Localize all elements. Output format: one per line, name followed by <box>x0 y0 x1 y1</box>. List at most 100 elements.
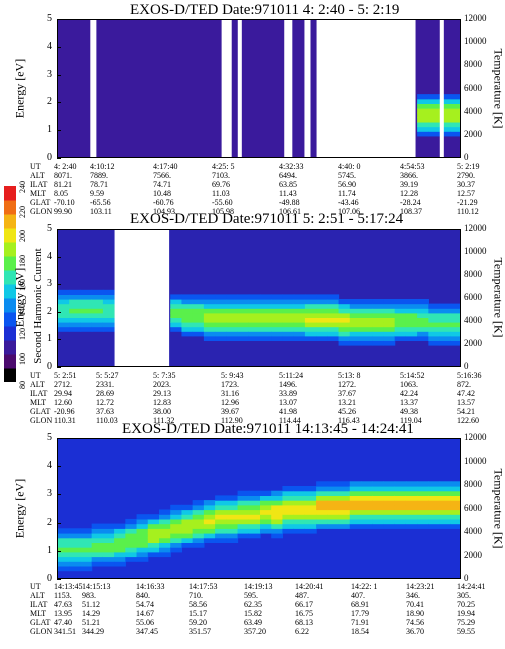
y-axis-label-left: Energy [eV] <box>12 267 27 328</box>
spectrogram-cell <box>181 312 194 318</box>
spectrogram-cell <box>327 523 340 529</box>
spectrogram-cell <box>226 312 239 318</box>
spectrogram-cell <box>383 490 396 496</box>
spectrogram-cell <box>439 317 452 323</box>
spectrogram-cell <box>304 514 317 520</box>
spectrogram-cell <box>439 486 452 492</box>
y-tick-label-right: 10000 <box>464 455 487 466</box>
ephemeris-value: 105.98 <box>212 207 234 216</box>
ephemeris-value: 106.61 <box>279 207 301 216</box>
spectrogram-cell <box>170 308 183 314</box>
spectrogram-cell <box>327 490 340 496</box>
spectrogram-cell <box>203 303 216 309</box>
spectrogram-plot <box>57 229 461 367</box>
spectrogram-cell <box>237 308 250 314</box>
ephemeris-value: 68.91 <box>351 600 369 609</box>
spectrogram-cell <box>439 98 452 104</box>
spectrogram-cell <box>260 495 272 501</box>
spectrogram-cell <box>125 547 138 553</box>
y-tick-mark <box>57 494 61 496</box>
spectrogram-cell <box>260 504 272 511</box>
spectrogram-cell <box>237 326 250 332</box>
spectrogram-cell <box>58 565 70 572</box>
spectrogram-cell <box>349 481 362 487</box>
ephemeris-value: 36.70 <box>406 627 424 636</box>
colorbar-swatch <box>4 228 16 243</box>
spectrogram-cell <box>181 331 194 337</box>
y-tick-label-right: 8000 <box>464 59 482 70</box>
spectrogram-cell <box>91 317 104 323</box>
y-axis-label-right: Temperature [K] <box>491 47 505 129</box>
spectrogram-svg <box>58 230 460 366</box>
spectrogram-cell <box>439 303 452 309</box>
ephemeris-value: 4:54:53 <box>400 162 425 171</box>
spectrogram-cell <box>361 518 373 525</box>
spectrogram-cell <box>394 308 407 314</box>
spectrogram-cell <box>80 312 93 318</box>
spectrogram-cell <box>327 312 340 318</box>
spectrogram-cell <box>450 486 460 492</box>
spectrogram-cell <box>181 322 194 328</box>
spectrogram-cell <box>338 308 351 314</box>
spectrogram-cell <box>417 117 429 123</box>
spectrogram-cell <box>428 131 441 137</box>
spectrogram-cell <box>80 528 93 534</box>
spectrogram-cell <box>439 518 452 525</box>
y-tick-label-left: 4 <box>47 250 52 262</box>
spectrogram-cell <box>215 533 227 539</box>
spectrogram-cell <box>147 542 160 548</box>
colorbar-swatch <box>4 312 16 327</box>
spectrogram-cell <box>215 523 227 529</box>
ephemeris-value: 10.48 <box>153 189 171 198</box>
spectrogram-cell <box>439 112 452 118</box>
spectrogram-cell <box>450 518 460 525</box>
ephemeris-value: 19.94 <box>457 609 475 618</box>
spectrogram-cell <box>170 533 183 539</box>
spectrogram-cell <box>316 299 328 305</box>
spectrogram-cell <box>136 533 149 539</box>
ephemeris-value: 13.07 <box>279 398 297 407</box>
spectrogram-cell <box>304 308 317 314</box>
ephemeris-value: 112.90 <box>221 416 243 425</box>
spectrogram-cell <box>304 331 317 337</box>
spectrogram-cell <box>114 533 126 539</box>
spectrogram-cell <box>372 322 385 328</box>
spectrogram-cell <box>271 528 284 534</box>
spectrogram-cell <box>327 303 340 309</box>
spectrogram-cell <box>215 331 227 337</box>
spectrogram-cell <box>304 500 317 506</box>
spectrogram-cell <box>394 509 407 515</box>
spectrogram-cell <box>136 556 149 562</box>
spectrogram-cell <box>215 335 227 341</box>
ephemeris-value: 7103. <box>212 171 230 180</box>
spectrogram-cell <box>304 312 317 318</box>
spectrogram-cell <box>58 303 70 309</box>
spectrogram-cell <box>428 500 441 506</box>
ephemeris-value: 18.54 <box>351 627 369 636</box>
ephemeris-value: 110.03 <box>96 416 118 425</box>
spectrogram-cell <box>80 565 93 572</box>
spectrogram-cell <box>125 528 138 534</box>
spectrogram-cell <box>260 312 272 318</box>
spectrogram-cell <box>69 556 82 562</box>
spectrogram-cell <box>170 547 183 553</box>
spectrogram-cell <box>450 495 460 501</box>
spectrogram-cell <box>170 537 183 543</box>
ephemeris-value: 45.26 <box>338 407 356 416</box>
spectrogram-cell <box>203 514 216 520</box>
ephemeris-value: 407. <box>351 591 365 600</box>
spectrogram-cell <box>372 331 385 337</box>
spectrogram-cell <box>58 537 70 543</box>
spectrogram-cell <box>394 495 407 501</box>
spectrogram-cell <box>394 299 407 305</box>
spectrogram-cell <box>293 331 306 337</box>
spectrogram-cell <box>181 528 194 534</box>
spectrogram-cell <box>405 326 418 332</box>
spectrogram-cell <box>80 317 93 323</box>
ephemeris-value: -65.56 <box>90 198 111 207</box>
spectrogram-cell <box>372 308 385 314</box>
spectrogram-cell <box>203 294 216 300</box>
spectrogram-cell <box>170 303 183 309</box>
spectrogram-cell <box>147 551 160 558</box>
y-tick-label-right: 6000 <box>464 502 482 513</box>
